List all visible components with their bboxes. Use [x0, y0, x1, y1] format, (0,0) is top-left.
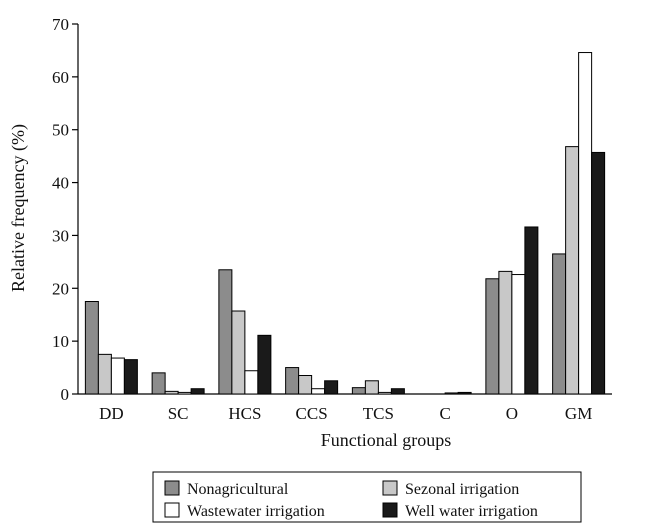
legend-label: Nonagricultural [187, 481, 289, 498]
x-category-label: TCS [363, 404, 394, 423]
bar-tcs-series-2 [364, 380, 379, 395]
bar-dd-series-3 [110, 357, 125, 395]
x-category-label: SC [168, 404, 189, 423]
y-tick-label: 20 [52, 279, 69, 298]
bar-sc-series-4 [190, 388, 205, 395]
bar-o-series-3 [511, 274, 526, 395]
legend-label: Sezonal irrigation [405, 481, 519, 498]
y-tick-label: 10 [52, 332, 69, 351]
bar-gm-series-1 [552, 253, 567, 395]
y-tick-label: 0 [61, 385, 70, 404]
bar-ccs-series-1 [285, 367, 300, 395]
y-tick-label: 30 [52, 226, 69, 245]
x-category-label: GM [565, 404, 592, 423]
bar-dd-series-1 [84, 301, 99, 395]
bar-tcs-series-3 [377, 391, 392, 395]
legend-swatch [164, 502, 180, 518]
legend-box [152, 471, 582, 523]
x-category-label: O [506, 404, 518, 423]
bar-hcs-series-1 [218, 269, 233, 395]
bar-dd-series-2 [97, 353, 112, 395]
bar-gm-series-3 [578, 52, 593, 395]
bar-o-series-2 [498, 270, 513, 395]
chart-bars [84, 52, 606, 395]
x-category-label: DD [99, 404, 124, 423]
y-tick-label: 70 [52, 15, 69, 34]
bar-dd-series-4 [123, 359, 138, 395]
y-tick-label: 60 [52, 68, 69, 87]
bar-sc-series-1 [151, 372, 166, 395]
bar-o-series-4 [524, 226, 539, 395]
bar-o-series-1 [485, 278, 500, 395]
legend-swatch [382, 502, 398, 518]
legend-label: Wastewater irrigation [187, 503, 325, 520]
y-tick-label: 40 [52, 174, 69, 193]
legend-label: Well water irrigation [405, 503, 538, 520]
bar-gm-series-4 [591, 151, 606, 395]
x-category-label: HCS [228, 404, 261, 423]
bar-ccs-series-2 [298, 375, 313, 395]
legend: Nonagricultural Sezonal irrigation Wastewa… [152, 471, 582, 523]
x-category-label: C [439, 404, 450, 423]
legend-swatch [382, 480, 398, 496]
x-axis-title: Functional groups [321, 430, 452, 450]
legend-swatch [164, 480, 180, 496]
bar-hcs-series-4 [257, 334, 272, 395]
y-tick-label: 50 [52, 121, 69, 140]
bar-hcs-series-3 [244, 370, 259, 395]
y-axis-ticks: 0 10 20 30 40 50 60 70 [52, 15, 78, 404]
x-axis-categories: DD SC HCS CCS TCS C O GM [99, 404, 592, 423]
bar-tcs-series-1 [351, 387, 366, 395]
bar-c-series-4 [457, 391, 472, 395]
bar-ccs-series-3 [311, 388, 326, 395]
bar-sc-series-3 [177, 391, 192, 395]
bar-sc-series-2 [164, 390, 179, 395]
bar-gm-series-2 [565, 146, 580, 395]
bar-hcs-series-2 [231, 310, 246, 395]
bar-c-series-3 [444, 392, 459, 395]
y-axis-title: Relative frequency (%) [8, 124, 29, 292]
bar-ccs-series-4 [324, 380, 339, 395]
bar-tcs-series-4 [390, 388, 405, 395]
x-category-label: CCS [296, 404, 328, 423]
